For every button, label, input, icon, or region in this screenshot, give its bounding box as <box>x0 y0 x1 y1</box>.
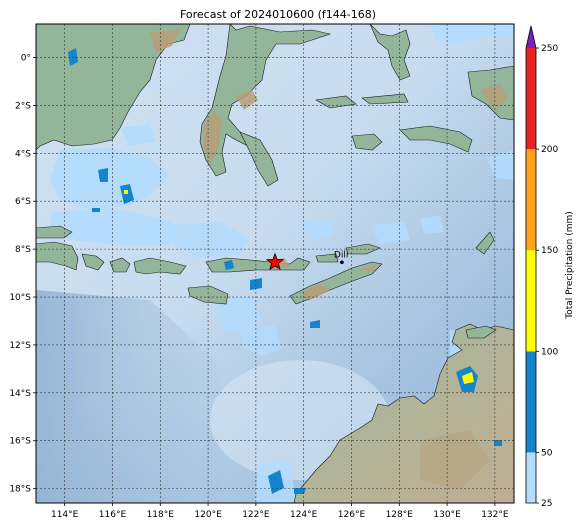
lat-tick-label: 18°S <box>9 485 31 495</box>
map-frame <box>35 23 515 504</box>
seram <box>399 125 473 153</box>
colorbar: 25 50 100 150 200 250 Total Precipitation (mm) <box>525 25 575 509</box>
sula <box>361 93 409 105</box>
lon-tick-label: 120°E <box>194 510 222 520</box>
lon-tick-label: 116°E <box>99 510 127 520</box>
colorbar-outline <box>525 25 537 504</box>
lat-tick-label: 12°S <box>9 341 31 351</box>
lat-tick-label: 8°S <box>15 245 31 255</box>
precip-100-150-areas <box>124 190 474 384</box>
colorbar-tick-label: 150 <box>541 246 558 256</box>
lon-tick-label: 128°E <box>386 510 414 520</box>
city-dot <box>340 260 344 265</box>
land-masses <box>36 24 514 503</box>
lon-tick-label: 124°E <box>290 510 318 520</box>
buru <box>351 133 383 151</box>
deep-sea-southwest <box>36 290 230 503</box>
lat-tick-label: 2°S <box>15 101 31 111</box>
alor-wetar <box>315 253 339 263</box>
lombok <box>109 257 131 273</box>
latitude-ticks: 0° 2°S 4°S 6°S 8°S 10°S 12°S 14°S 16°S 18°S <box>9 54 36 495</box>
lat-tick-label: 10°S <box>9 293 31 303</box>
sumba <box>187 285 229 305</box>
lat-tick-label: 4°S <box>15 149 31 159</box>
lat-tick-label: 14°S <box>9 389 31 399</box>
colorbar-label: Total Precipitation (mm) <box>565 211 575 320</box>
lon-tick-label: 130°E <box>433 510 461 520</box>
colorbar-segment <box>526 452 536 503</box>
colorbar-tick-label: 50 <box>541 448 553 458</box>
map-title: Forecast of 2024010600 (f144-168) <box>180 8 376 21</box>
colorbar-segment <box>526 250 536 352</box>
halmahera <box>369 24 411 81</box>
java-east <box>36 225 73 239</box>
colorbar-tick-label: 25 <box>541 499 552 509</box>
lat-tick-label: 6°S <box>15 197 31 207</box>
colorbar-tick-label: 200 <box>541 145 558 155</box>
colorbar-segment <box>526 48 536 150</box>
colorbar-segment <box>526 351 536 453</box>
lat-tick-label: 0° <box>21 54 31 64</box>
bali <box>81 253 105 271</box>
longitude-ticks: 114°E 116°E 118°E 120°E 122°E 124°E 126°E 128°E… <box>51 503 509 520</box>
lon-tick-label: 114°E <box>51 510 79 520</box>
lon-tick-label: 126°E <box>338 510 366 520</box>
lon-tick-label: 132°E <box>481 510 509 520</box>
wetar <box>345 243 381 255</box>
madura <box>36 241 79 271</box>
colorbar-tick-label: 250 <box>541 44 558 54</box>
melville <box>465 325 497 339</box>
city-label: Dili <box>334 250 348 260</box>
australia <box>293 323 514 503</box>
star-marker <box>265 252 285 271</box>
location-star-marker <box>265 252 285 271</box>
tanimbar <box>475 231 495 255</box>
lon-tick-label: 122°E <box>242 510 270 520</box>
lat-tick-label: 16°S <box>9 437 31 447</box>
colorbar-extend-arrow <box>526 26 536 48</box>
colorbar-segment <box>526 149 536 251</box>
sulawesi-se-arm <box>239 131 279 187</box>
colorbar-tick-label: 100 <box>541 347 558 357</box>
lon-tick-label: 118°E <box>147 510 175 520</box>
map-area <box>36 24 514 503</box>
city-markers: Dili <box>334 250 348 265</box>
